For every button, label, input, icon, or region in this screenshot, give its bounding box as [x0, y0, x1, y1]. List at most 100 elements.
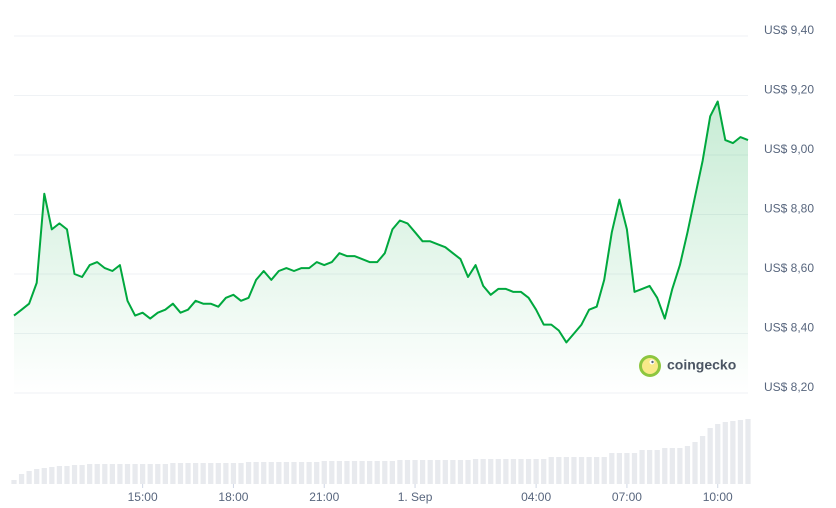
volume-bar	[283, 462, 290, 484]
volume-bar	[162, 464, 168, 484]
volume-bar	[336, 461, 343, 484]
volume-bar	[548, 457, 554, 484]
volume-bar	[367, 461, 373, 484]
volume-bar	[298, 462, 305, 484]
volume-bar	[238, 463, 244, 484]
volume-bar	[412, 460, 418, 484]
volume-bar	[253, 462, 259, 484]
volume-bar	[586, 457, 592, 484]
volume-bar	[427, 460, 433, 484]
volume-bar	[601, 457, 607, 484]
y-tick-label: US$ 8,80	[764, 202, 814, 216]
volume-bar	[11, 480, 17, 484]
x-tick-label: 1. Sep	[398, 490, 433, 504]
price-area	[14, 101, 748, 393]
volume-bar	[624, 453, 630, 484]
volume-bar	[594, 457, 600, 484]
volume-bar	[117, 464, 123, 484]
volume-bar	[314, 462, 320, 484]
volume-bar	[170, 463, 176, 484]
volume-bar	[669, 448, 675, 484]
logo-pupil	[651, 360, 654, 364]
volume-bar	[465, 460, 471, 484]
volume-bar	[64, 466, 70, 484]
volume-bar	[177, 463, 184, 484]
y-tick-label: US$ 9,00	[764, 142, 814, 156]
volume-bar	[692, 442, 698, 484]
volume-bar	[18, 474, 25, 484]
volume-bar	[26, 471, 32, 484]
volume-bar	[49, 467, 55, 484]
volume-bar	[230, 463, 237, 484]
volume-bar	[351, 461, 358, 484]
y-tick-label: US$ 8,20	[764, 380, 814, 394]
volume-bar	[707, 428, 713, 484]
watermark: coingecko	[639, 355, 736, 377]
volume-bar	[525, 459, 532, 484]
volume-bar	[722, 422, 728, 484]
volume-bar	[745, 419, 751, 484]
volume-bar	[578, 457, 585, 484]
volume-bar	[147, 464, 153, 484]
volume-bar	[56, 466, 63, 484]
volume-bar	[34, 469, 40, 484]
volume-bar	[155, 464, 161, 484]
volume-bar	[200, 463, 206, 484]
volume-bar	[87, 464, 93, 484]
volume-bar	[359, 461, 365, 484]
volume-bar	[518, 459, 524, 484]
y-tick-label: US$ 8,60	[764, 261, 814, 275]
volume-bar	[268, 462, 274, 484]
volume-bar	[435, 460, 441, 484]
volume-bar	[510, 459, 517, 484]
volume-bar	[192, 463, 199, 484]
x-tick-label: 21:00	[309, 490, 339, 504]
volume-bar	[389, 461, 395, 484]
volume-bar	[457, 460, 464, 484]
y-tick-label: US$ 8,40	[764, 321, 814, 335]
volume-bar	[223, 463, 229, 484]
volume-bar	[404, 460, 411, 484]
volume-bar	[291, 462, 297, 484]
volume-bar	[563, 457, 570, 484]
volume-bar	[94, 464, 100, 484]
volume-bar	[329, 461, 335, 484]
volume-bar	[556, 457, 562, 484]
logo-icon-inner	[642, 358, 658, 374]
volume-bar	[495, 459, 501, 484]
volume-bar	[715, 424, 721, 484]
y-tick-label: US$ 9,40	[764, 23, 814, 37]
volume-bar	[140, 464, 146, 484]
volume-bar	[79, 465, 85, 484]
x-tick-label: 10:00	[703, 490, 733, 504]
x-tick-label: 07:00	[612, 490, 642, 504]
volume-bar	[374, 461, 380, 484]
volume-bar	[631, 453, 638, 484]
volume-bar	[647, 450, 653, 484]
volume-bar	[737, 420, 744, 484]
volume-bar	[245, 462, 252, 484]
volume-bar	[699, 436, 706, 484]
x-tick-label: 18:00	[218, 490, 248, 504]
volume-bar	[109, 464, 115, 484]
price-line	[13, 100, 749, 344]
volume-bar	[185, 463, 191, 484]
volume-bar	[533, 459, 539, 484]
volume-bar	[344, 461, 350, 484]
volume-bar	[609, 453, 615, 484]
volume-bar	[208, 463, 214, 484]
volume-bar	[41, 468, 47, 484]
volume-bar	[450, 460, 456, 484]
volume-bar	[321, 461, 327, 484]
volume-bar	[132, 464, 138, 484]
volume-bar	[571, 457, 577, 484]
volume-bar	[677, 448, 683, 484]
volume-bar	[276, 462, 282, 484]
volume-bar	[730, 421, 736, 484]
volume-bar	[616, 453, 622, 484]
volume-bar	[419, 460, 426, 484]
volume-bar	[442, 460, 448, 484]
x-tick-label: 04:00	[521, 490, 551, 504]
volume-bar	[382, 461, 388, 484]
